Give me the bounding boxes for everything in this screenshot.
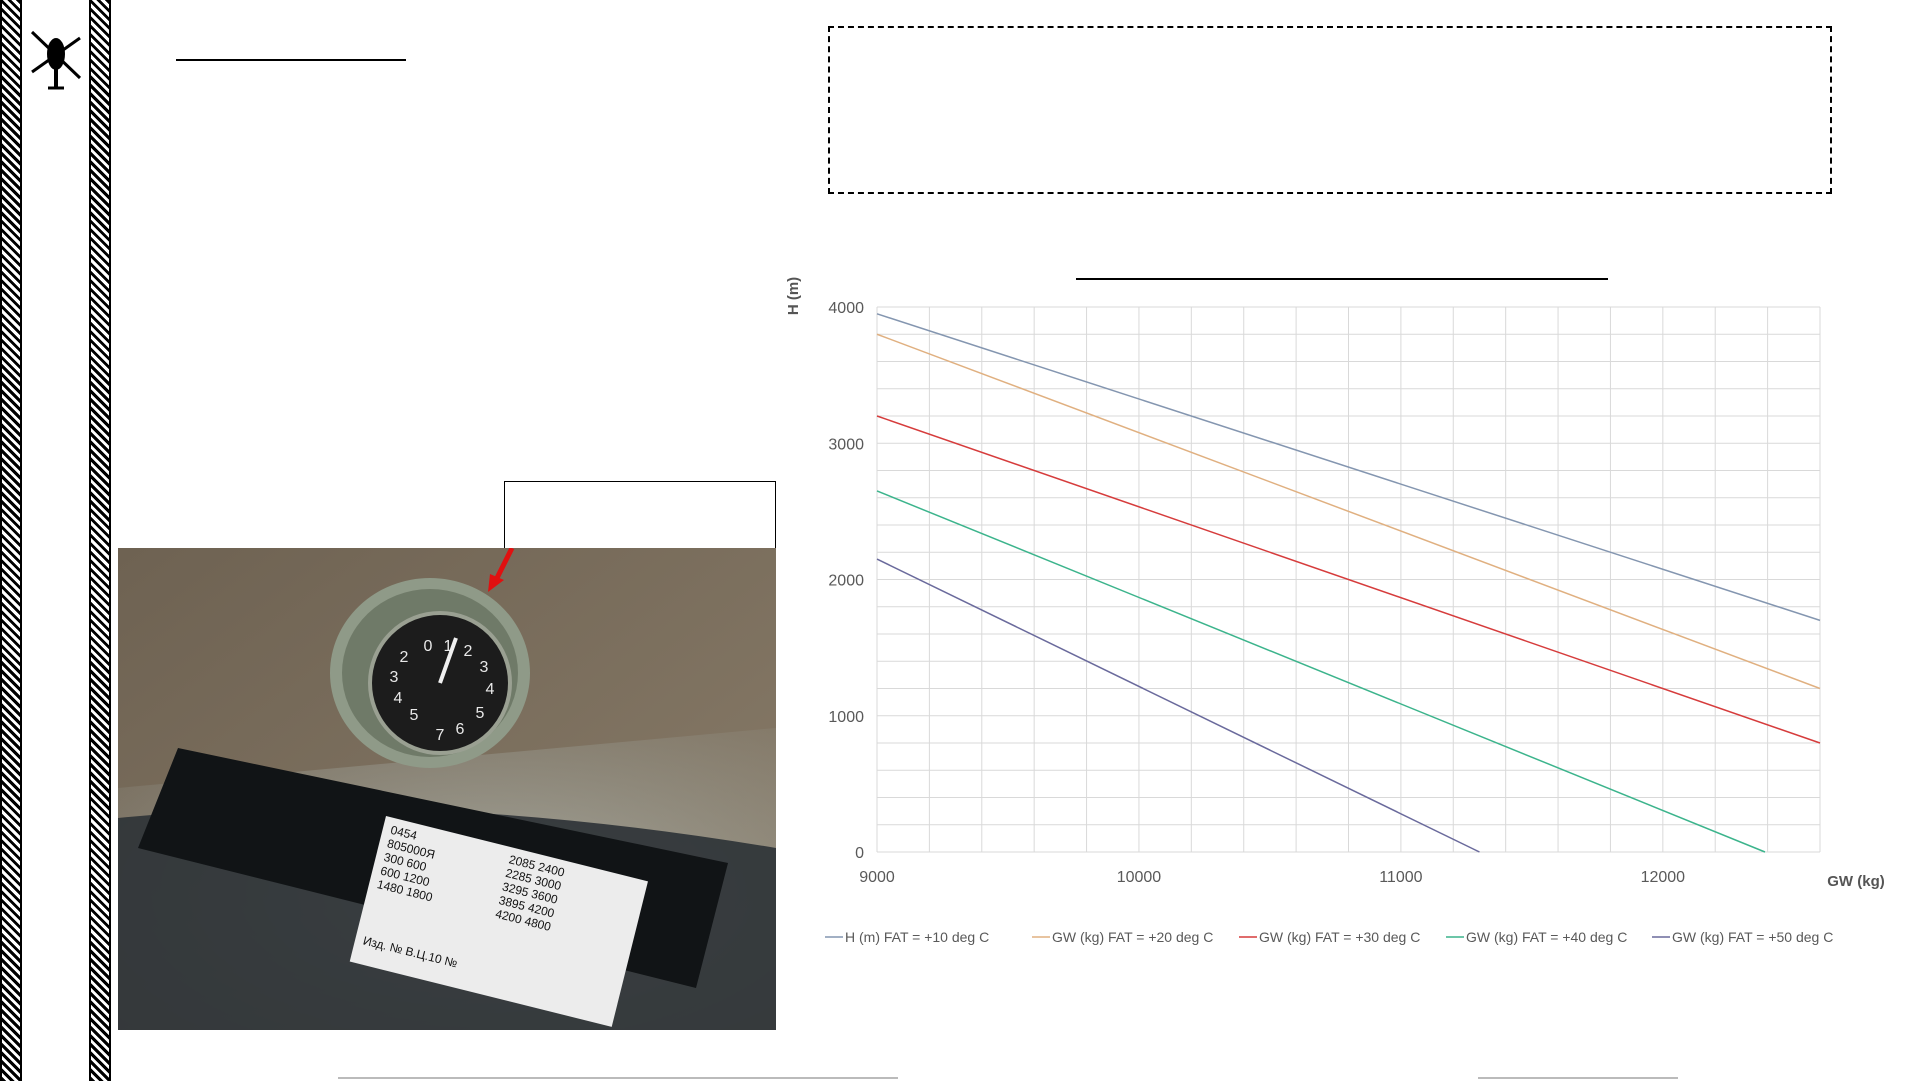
dial-number: 5 xyxy=(410,707,419,724)
dial-number: 6 xyxy=(456,721,465,738)
series-line xyxy=(876,313,1821,622)
series-line xyxy=(876,558,1480,853)
x-tick-label: 12000 xyxy=(1641,869,1686,886)
y-tick-label: 3000 xyxy=(828,436,864,453)
dial-number: 0 xyxy=(424,638,433,655)
legend-entry: GW (kg) FAT = +40 deg C xyxy=(1466,929,1627,945)
heading-underline xyxy=(176,59,406,61)
cockpit-photo: 0 1 2 3 4 5 6 7 5 4 3 2 0454 805000Я 300… xyxy=(118,548,776,1030)
legend-entry: H (m) FAT = +10 deg C xyxy=(845,929,989,945)
chart-ticks: 9000 10000 11000 12000 0 1000 2000 3000 4000 xyxy=(828,300,1685,886)
series-line xyxy=(876,490,1766,853)
y-tick-label: 1000 xyxy=(828,709,864,726)
bottom-text-strip xyxy=(338,1077,1678,1079)
series-line xyxy=(876,333,1821,690)
legend-entry: GW (kg) FAT = +20 deg C xyxy=(1052,929,1213,945)
chart-legend: H (m) FAT = +10 deg C GW (kg) FAT = +20 d… xyxy=(825,929,1833,945)
photo-label-box xyxy=(504,481,776,550)
legend-entry: GW (kg) FAT = +50 deg C xyxy=(1672,929,1833,945)
left-hatched-border xyxy=(0,0,22,1081)
right-hatched-border xyxy=(89,0,111,1081)
legend-entry: GW (kg) FAT = +30 deg C xyxy=(1259,929,1420,945)
dial-number: 3 xyxy=(390,669,399,686)
y-tick-label: 0 xyxy=(855,845,864,862)
chart-heading-underline xyxy=(1076,278,1608,280)
placard-tag xyxy=(349,816,648,1027)
dial-number: 3 xyxy=(480,659,489,676)
dial-number: 4 xyxy=(394,690,403,707)
x-tick-label: 11000 xyxy=(1379,869,1422,886)
y-tick-label: 4000 xyxy=(828,300,864,317)
placard-line: 0454 xyxy=(389,823,419,843)
x-tick-label: 10000 xyxy=(1117,869,1162,886)
dial-number: 7 xyxy=(436,727,445,744)
y-tick-label: 2000 xyxy=(828,573,864,590)
notes-callout-box xyxy=(828,26,1832,194)
x-tick-label: 9000 xyxy=(859,869,895,886)
dial-number: 2 xyxy=(464,643,473,660)
x-axis-label: GW (kg) xyxy=(1827,873,1885,890)
y-axis-label: H (m) xyxy=(785,277,802,315)
dial-number: 1 xyxy=(444,638,453,655)
chart-series xyxy=(876,313,1821,853)
dial-number: 5 xyxy=(476,705,485,722)
dial-number: 2 xyxy=(400,649,409,666)
helicopter-logo-icon xyxy=(30,30,82,90)
performance-chart: 9000 10000 11000 12000 0 1000 2000 3000 4000 H (… xyxy=(785,277,1885,945)
dial-number: 4 xyxy=(486,681,495,698)
series-line xyxy=(876,415,1821,744)
